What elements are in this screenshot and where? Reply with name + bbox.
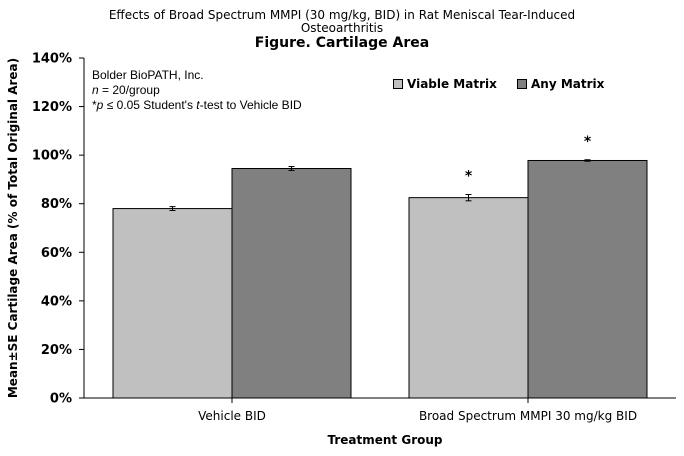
significance-marker-0-1: * [465, 168, 473, 184]
sig-p: p [96, 98, 104, 112]
chart-title-line-2: Osteoarthritis [300, 21, 384, 35]
chart-title-line-1: Effects of Broad Spectrum MMPI (30 mg/kg… [108, 8, 576, 22]
n-text: = 20/group [98, 83, 160, 97]
n-symbol: n [92, 83, 99, 97]
legend-swatch-any [517, 79, 527, 89]
legend-item-any-matrix: Any Matrix [517, 77, 604, 91]
y-tick-label-7: 140% [32, 52, 72, 67]
bar-any-0 [231, 168, 352, 399]
bar-any-1 [527, 159, 648, 399]
y-tick-label-5: 100% [32, 149, 72, 164]
y-axis-label: Mean±SE Cartilage Area (% of Total Origi… [6, 58, 20, 398]
x-tick-label-1: Broad Spectrum MMPI 30 mg/kg BID [419, 409, 637, 423]
legend-label-any: Any Matrix [531, 77, 605, 91]
bar-viable-0 [112, 208, 233, 399]
x-axis-label: Treatment Group [327, 433, 442, 447]
lab-note: Bolder BioPATH, Inc. [92, 68, 204, 82]
significance-note: *p ≤ 0.05 Student's t-test to Vehicle BI… [92, 98, 302, 113]
y-tick-label-1: 20% [41, 343, 72, 358]
y-tick-label-4: 80% [41, 197, 72, 212]
significance-marker-1-1: * [584, 134, 592, 150]
sig-mid: ≤ 0.05 Student's [103, 98, 197, 112]
y-tick-label-3: 60% [41, 246, 72, 261]
x-tick-label-0: Vehicle BID [198, 409, 266, 423]
sig-end: -test to Vehicle BID [199, 98, 302, 112]
sig-t: t [196, 98, 200, 112]
sig-star: * [92, 98, 97, 112]
y-tick-label-2: 40% [41, 294, 72, 309]
legend-label-viable: Viable Matrix [407, 77, 497, 91]
y-tick-label-0: 0% [50, 392, 72, 407]
y-tick-label-6: 120% [32, 100, 72, 115]
legend-swatch-viable [393, 79, 403, 89]
sample-size-note: n = 20/group [92, 83, 160, 98]
legend-item-viable-matrix: Viable Matrix [393, 77, 497, 91]
bar-viable-1 [408, 197, 529, 399]
figure-subtitle: Figure. Cartilage Area [254, 35, 430, 51]
